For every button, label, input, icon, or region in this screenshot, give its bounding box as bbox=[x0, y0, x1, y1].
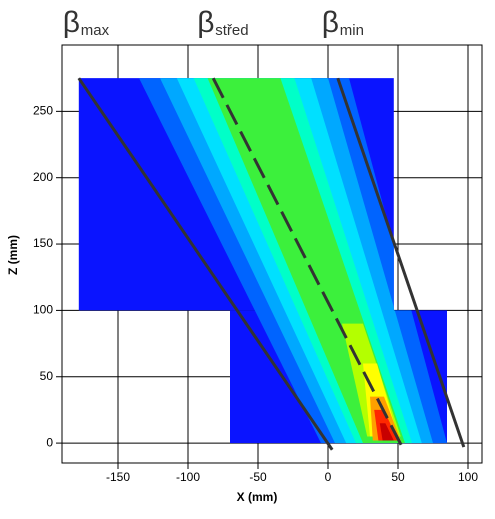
y-tick-label: 200 bbox=[33, 170, 53, 184]
legend-subscript: min bbox=[340, 22, 364, 39]
legend-subscript: střed bbox=[215, 22, 248, 39]
contour-band bbox=[379, 423, 394, 441]
plot-frame bbox=[61, 44, 483, 464]
legend-symbol: β bbox=[322, 6, 339, 39]
y-tick-label: 100 bbox=[33, 303, 53, 317]
y-tick-label: 0 bbox=[46, 435, 53, 449]
beta-line bbox=[77, 77, 334, 451]
x-tick-label: 100 bbox=[458, 470, 478, 484]
x-axis-title: X (mm) bbox=[237, 490, 278, 504]
y-tick-label: 150 bbox=[33, 236, 53, 250]
y-axis-title: Z (mm) bbox=[6, 235, 20, 275]
beta-line bbox=[336, 77, 466, 448]
beta-line bbox=[211, 77, 404, 448]
x-tick-label: 0 bbox=[325, 470, 332, 484]
x-tick-label: -150 bbox=[106, 470, 130, 484]
legend-symbol: β bbox=[63, 6, 80, 39]
legend-symbol: β bbox=[197, 6, 214, 39]
x-tick-label: -50 bbox=[249, 470, 267, 484]
x-tick-label: 50 bbox=[391, 470, 405, 484]
y-tick-label: 50 bbox=[40, 369, 54, 383]
y-tick-label: 250 bbox=[33, 104, 53, 118]
x-tick-label: -100 bbox=[176, 470, 200, 484]
legend-subscript: max bbox=[81, 22, 110, 39]
